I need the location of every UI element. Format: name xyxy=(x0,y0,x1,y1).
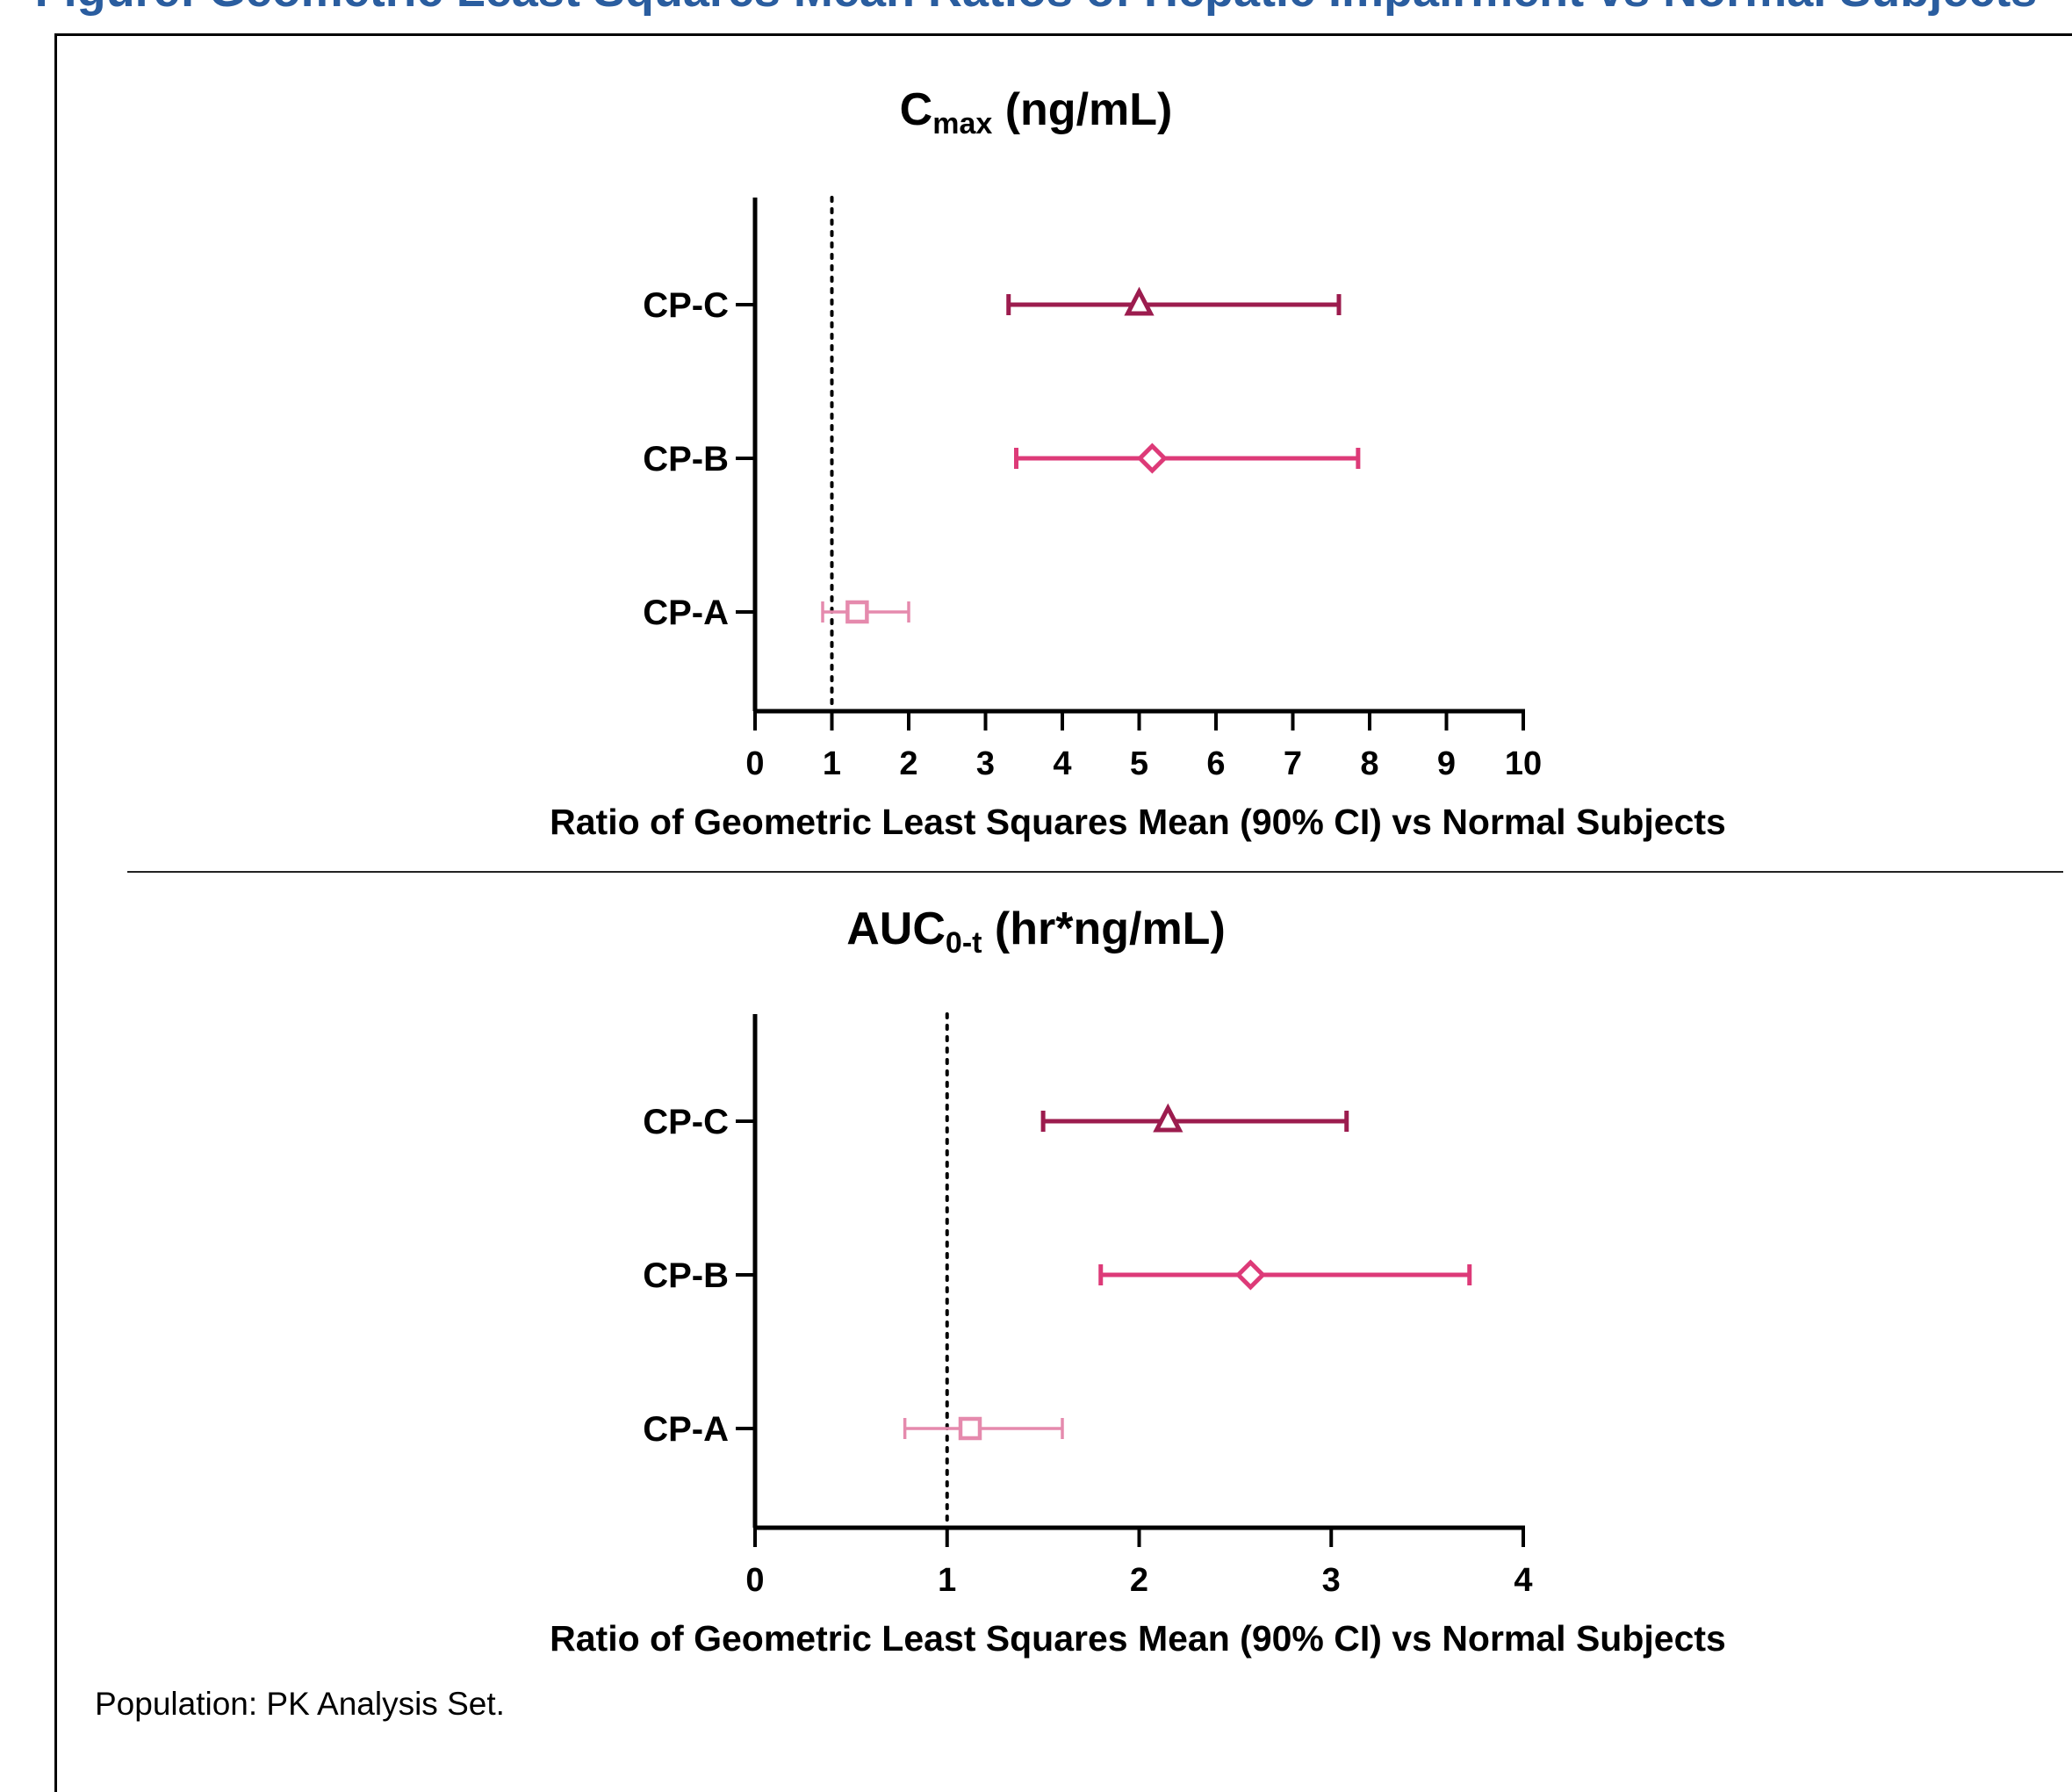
x-tick-label: 2 xyxy=(1130,1562,1148,1599)
clipped-page-header: Figure: Geometric Least Squares Mean Rat… xyxy=(0,0,2072,18)
x-axis-label: Ratio of Geometric Least Squares Mean (9… xyxy=(550,802,1726,842)
panel-divider xyxy=(127,871,2063,873)
chart-title-auc: AUC0-t (hr*ng/mL) xyxy=(846,903,1226,960)
chart-title-cmax: Cmax (ng/mL) xyxy=(899,84,1173,140)
x-tick-label: 0 xyxy=(745,745,764,782)
x-tick-label: 1 xyxy=(823,745,841,782)
category-label-cp-a: CP-A xyxy=(643,594,729,632)
x-tick-label: 4 xyxy=(1514,1562,1532,1599)
category-label-cp-c: CP-C xyxy=(643,286,729,325)
figure-frame xyxy=(54,33,2072,1792)
x-tick-label: 5 xyxy=(1130,745,1148,782)
point-estimate-cp-a xyxy=(958,1416,982,1441)
x-tick-label: 8 xyxy=(1360,745,1378,782)
forest-plot-auc: 0 1 2 3 4 Ratio of Geometric Least Squares Me… xyxy=(550,1012,1726,1659)
x-tick-label: 7 xyxy=(1284,745,1302,782)
category-label-cp-b: CP-B xyxy=(643,1256,729,1295)
x-tick-label: 3 xyxy=(976,745,995,782)
point-estimate-cp-c xyxy=(1124,286,1155,316)
point-estimate-cp-a xyxy=(845,600,869,624)
category-label-cp-b: CP-B xyxy=(643,440,729,479)
x-tick-label: 3 xyxy=(1322,1562,1341,1599)
x-tick-label: 9 xyxy=(1437,745,1456,782)
x-tick-label: 1 xyxy=(938,1562,956,1599)
x-axis-label: Ratio of Geometric Least Squares Mean (9… xyxy=(550,1618,1726,1659)
point-estimate-cp-c xyxy=(1153,1103,1183,1133)
category-label-cp-c: CP-C xyxy=(643,1103,729,1141)
footnote: Population: PK Analysis Set. xyxy=(95,1686,505,1722)
category-label-cp-a: CP-A xyxy=(643,1410,729,1449)
point-estimate-cp-b xyxy=(1136,443,1168,474)
x-tick-label: 10 xyxy=(1505,745,1542,782)
x-tick-label: 0 xyxy=(745,1562,764,1599)
x-tick-label: 6 xyxy=(1206,745,1225,782)
x-tick-label: 2 xyxy=(899,745,917,782)
forest-plot-cmax: 0 1 2 3 4 5 6 7 8 9 10 Ratio of Geometric Least Squ… xyxy=(550,196,1726,842)
x-tick-label: 4 xyxy=(1053,745,1071,782)
point-estimate-cp-b xyxy=(1234,1259,1266,1291)
